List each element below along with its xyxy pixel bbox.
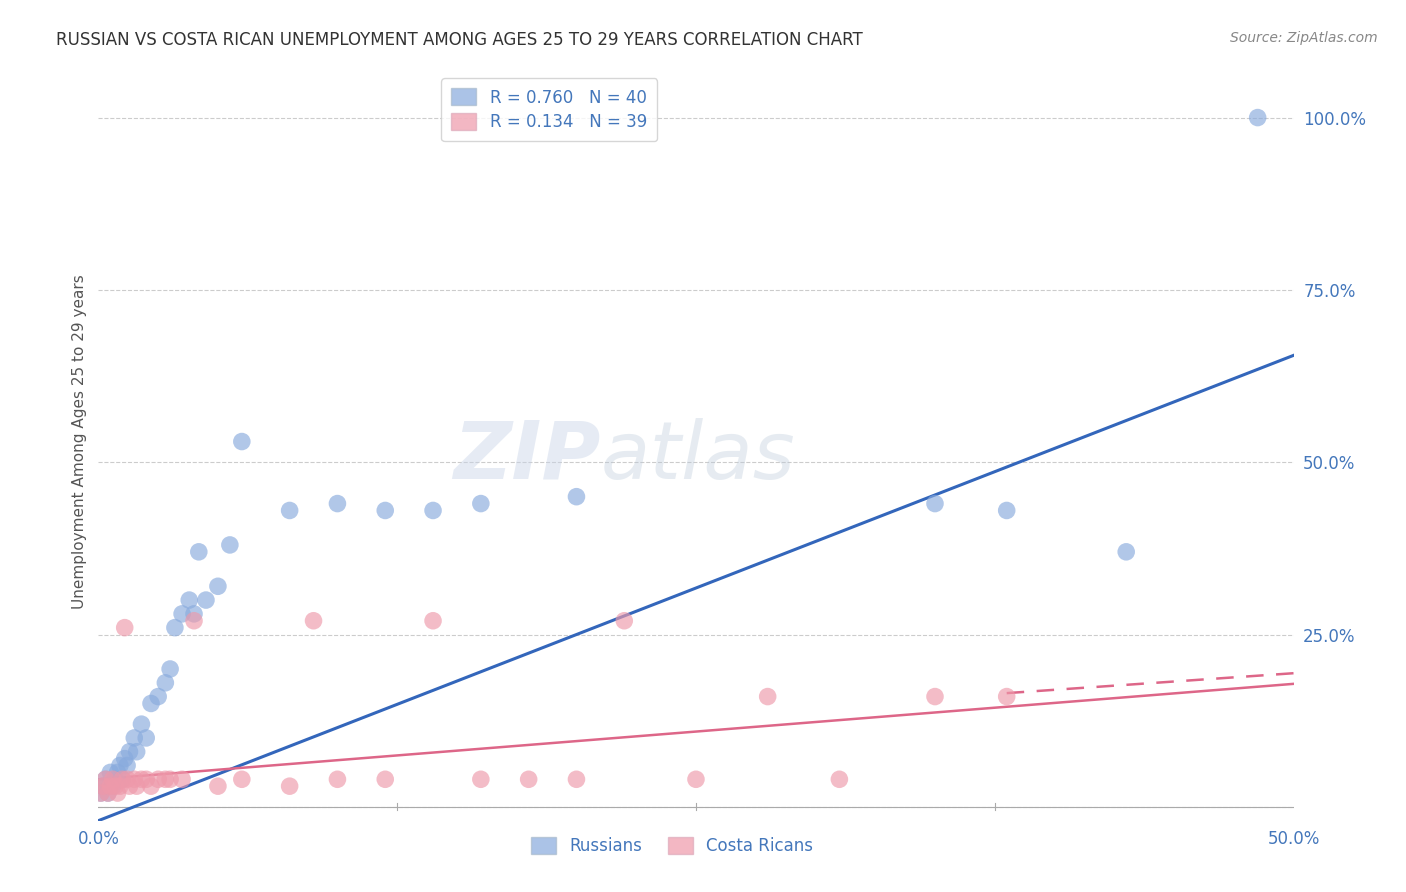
Point bbox=[101, 772, 124, 787]
Point bbox=[114, 621, 136, 635]
Point bbox=[517, 772, 540, 787]
Point bbox=[995, 690, 1018, 704]
Text: RUSSIAN VS COSTA RICAN UNEMPLOYMENT AMONG AGES 25 TO 29 YEARS CORRELATION CHART: RUSSIAN VS COSTA RICAN UNEMPLOYMENT AMON… bbox=[56, 31, 863, 49]
Point bbox=[231, 772, 253, 787]
Point bbox=[1247, 111, 1270, 125]
Point bbox=[565, 490, 588, 504]
Point bbox=[125, 779, 148, 793]
Point bbox=[1115, 545, 1137, 559]
Point bbox=[90, 786, 112, 800]
Point bbox=[107, 765, 129, 780]
Point bbox=[374, 772, 396, 787]
Point bbox=[155, 675, 177, 690]
Point bbox=[108, 758, 131, 772]
Point bbox=[124, 731, 146, 745]
Point bbox=[302, 614, 325, 628]
Point bbox=[195, 593, 218, 607]
Point bbox=[924, 690, 946, 704]
Text: Source: ZipAtlas.com: Source: ZipAtlas.com bbox=[1230, 31, 1378, 45]
Point bbox=[108, 779, 131, 793]
Point bbox=[90, 786, 112, 800]
Point bbox=[613, 614, 636, 628]
Point bbox=[278, 503, 301, 517]
Point bbox=[115, 758, 138, 772]
Point bbox=[94, 772, 117, 787]
Point bbox=[207, 579, 229, 593]
Point bbox=[924, 497, 946, 511]
Point bbox=[104, 779, 127, 793]
Point bbox=[422, 614, 444, 628]
Point bbox=[118, 779, 141, 793]
Point bbox=[98, 765, 122, 780]
Point bbox=[104, 772, 127, 787]
Point bbox=[111, 772, 134, 787]
Point bbox=[326, 497, 349, 511]
Point bbox=[111, 772, 134, 787]
Point bbox=[135, 731, 157, 745]
Point bbox=[172, 772, 194, 787]
Point bbox=[163, 621, 186, 635]
Point bbox=[148, 690, 170, 704]
Point bbox=[91, 779, 114, 793]
Point bbox=[565, 772, 588, 787]
Point bbox=[183, 607, 205, 621]
Point bbox=[131, 717, 153, 731]
Point bbox=[107, 786, 129, 800]
Point bbox=[756, 690, 779, 704]
Point bbox=[159, 662, 181, 676]
Point bbox=[187, 545, 209, 559]
Y-axis label: Unemployment Among Ages 25 to 29 years: Unemployment Among Ages 25 to 29 years bbox=[72, 274, 87, 609]
Point bbox=[94, 772, 117, 787]
Text: atlas: atlas bbox=[600, 417, 796, 496]
Point bbox=[91, 779, 114, 793]
Point bbox=[131, 772, 153, 787]
Point bbox=[685, 772, 707, 787]
Point bbox=[135, 772, 157, 787]
Point bbox=[114, 751, 136, 765]
Text: ZIP: ZIP bbox=[453, 417, 600, 496]
Point bbox=[159, 772, 181, 787]
Point bbox=[219, 538, 242, 552]
Point bbox=[97, 786, 120, 800]
Point bbox=[470, 772, 492, 787]
Point bbox=[828, 772, 851, 787]
Point bbox=[97, 786, 120, 800]
Point bbox=[125, 745, 148, 759]
Point bbox=[139, 697, 162, 711]
Point bbox=[995, 503, 1018, 517]
Point bbox=[124, 772, 146, 787]
Point bbox=[231, 434, 253, 449]
Point bbox=[207, 779, 229, 793]
Point bbox=[139, 779, 162, 793]
Point bbox=[183, 614, 205, 628]
Legend: Russians, Costa Ricans: Russians, Costa Ricans bbox=[524, 830, 820, 862]
Point bbox=[155, 772, 177, 787]
Point bbox=[278, 779, 301, 793]
Point bbox=[148, 772, 170, 787]
Point bbox=[179, 593, 201, 607]
Point bbox=[98, 779, 122, 793]
Point bbox=[172, 607, 194, 621]
Point bbox=[326, 772, 349, 787]
Point bbox=[374, 503, 396, 517]
Point bbox=[118, 745, 141, 759]
Point bbox=[101, 779, 124, 793]
Point bbox=[115, 772, 138, 787]
Point bbox=[422, 503, 444, 517]
Point bbox=[470, 497, 492, 511]
